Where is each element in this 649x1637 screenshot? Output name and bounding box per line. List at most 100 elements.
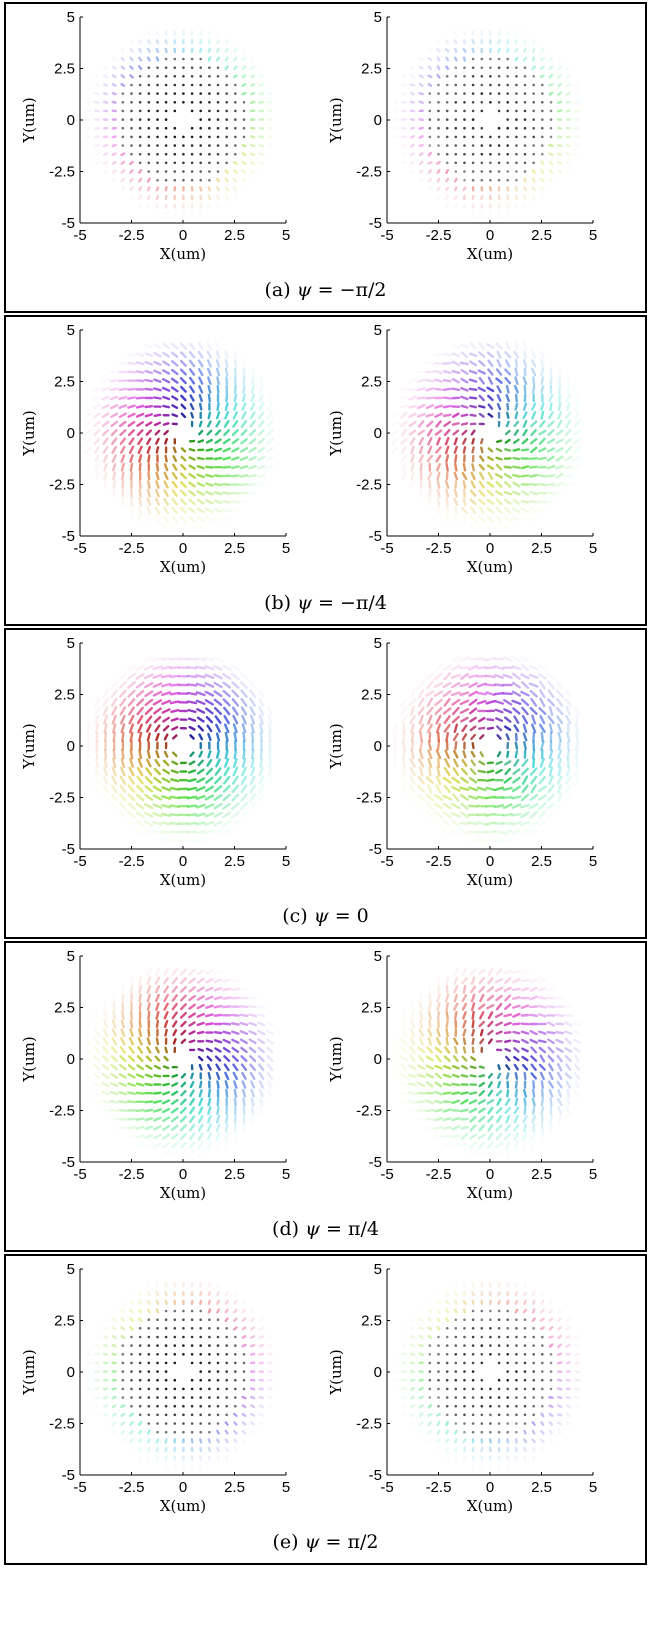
field-dot [428, 144, 432, 147]
field-glyph [451, 1065, 460, 1070]
field-glyph [495, 1141, 503, 1149]
y-tick-label: -5 [62, 215, 75, 232]
field-glyph [204, 707, 214, 715]
field-dot [532, 1327, 535, 1330]
field-glyph [486, 986, 495, 993]
field-glyph [479, 993, 485, 1003]
field-glyph [214, 1047, 222, 1053]
field-glyph [521, 1063, 529, 1071]
field-glyph [250, 56, 256, 62]
field-glyph [186, 666, 198, 670]
field-glyph [557, 1063, 563, 1072]
field-glyph [573, 1029, 581, 1036]
field-glyph [129, 56, 134, 62]
field-glyph [434, 811, 443, 819]
y-tick-label: 2.5 [54, 61, 75, 78]
field-glyph [129, 471, 134, 481]
field-dot [480, 66, 484, 69]
field-glyph [162, 1065, 170, 1070]
field-glyph [120, 723, 126, 734]
field-glyph [557, 757, 562, 768]
field-dot [242, 1370, 246, 1373]
field-dot [437, 118, 440, 121]
field-dot [523, 66, 527, 69]
field-glyph [514, 1140, 519, 1150]
field-glyph [478, 1065, 485, 1069]
field-glyph [523, 1282, 527, 1288]
field-dot [234, 1404, 237, 1408]
field-dot [216, 1318, 220, 1321]
field-glyph [197, 759, 204, 767]
field-dot [515, 161, 518, 165]
field-dot [454, 1422, 458, 1425]
field-glyph [239, 1030, 249, 1036]
field-glyph [241, 1343, 247, 1348]
field-glyph [111, 65, 117, 70]
field-glyph [460, 1098, 469, 1105]
field-glyph [102, 1404, 109, 1409]
field-glyph [129, 1429, 134, 1435]
field-glyph [118, 420, 127, 428]
field-glyph [111, 83, 117, 87]
field-glyph [573, 1089, 581, 1098]
field-glyph [419, 1010, 424, 1020]
field-glyph [94, 1019, 100, 1029]
field-glyph [497, 1291, 501, 1297]
field-glyph [111, 1037, 118, 1046]
field-glyph [513, 724, 520, 733]
field-glyph [154, 976, 161, 985]
field-glyph [548, 775, 554, 786]
field-glyph [233, 402, 238, 411]
field-glyph [425, 370, 435, 374]
field-glyph [267, 706, 273, 716]
field-dot [454, 1335, 458, 1339]
field-glyph [241, 1438, 247, 1444]
field-dot [164, 109, 168, 113]
field-glyph [494, 986, 504, 992]
field-glyph [213, 1030, 223, 1035]
field-glyph [557, 152, 563, 157]
field-glyph [120, 82, 126, 87]
field-glyph [94, 757, 99, 769]
field-glyph [419, 445, 424, 455]
field-dot [173, 152, 177, 156]
field-glyph [442, 378, 452, 383]
field-glyph [418, 65, 424, 70]
field-glyph [187, 778, 197, 783]
field-glyph [146, 445, 152, 454]
field-dot [225, 75, 228, 78]
field-glyph [495, 498, 503, 506]
field-glyph [195, 803, 206, 809]
y-tick-label: -5 [62, 1154, 75, 1171]
field-glyph [231, 438, 240, 445]
field-glyph [153, 1116, 162, 1122]
field-glyph [435, 446, 442, 454]
field-glyph [207, 393, 212, 403]
field-glyph [135, 1142, 145, 1148]
y-tick-label: -5 [369, 215, 382, 232]
field-glyph [110, 680, 119, 690]
field-glyph [462, 1037, 467, 1046]
field-dot [225, 1404, 228, 1408]
field-glyph [239, 474, 249, 478]
field-glyph [171, 480, 178, 489]
field-glyph [195, 682, 206, 688]
field-glyph [574, 117, 580, 122]
field-dot [463, 152, 466, 156]
field-glyph [240, 697, 248, 707]
field-glyph [531, 186, 536, 192]
field-glyph [196, 977, 205, 984]
field-glyph [256, 464, 266, 470]
field-dot [445, 1370, 449, 1373]
field-glyph [162, 404, 171, 409]
field-glyph [240, 689, 248, 698]
field-glyph [155, 1002, 160, 1012]
field-glyph [557, 1326, 562, 1331]
field-glyph [230, 978, 240, 983]
field-dot [121, 101, 125, 104]
field-glyph [152, 690, 163, 697]
field-glyph [433, 682, 444, 688]
y-tick-label: 2.5 [54, 374, 75, 391]
field-glyph [493, 692, 505, 696]
x-tick-label: 5 [589, 1479, 597, 1496]
